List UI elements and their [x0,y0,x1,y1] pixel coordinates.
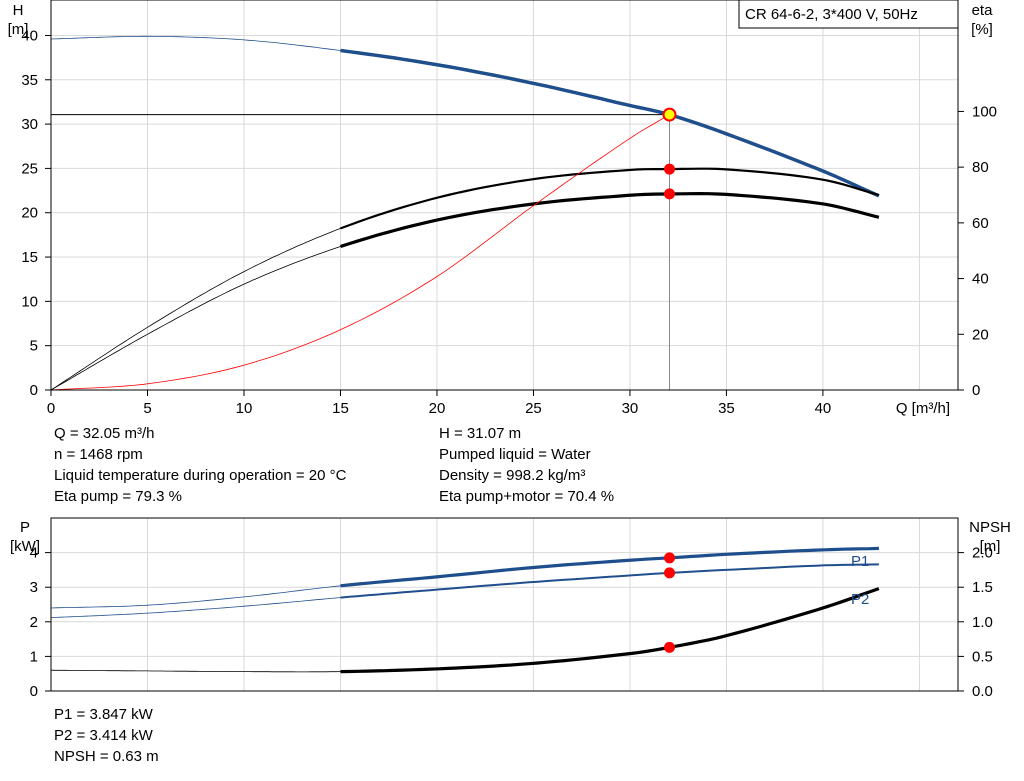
p1-series-label: P1 [851,553,869,570]
p-tick-label: 1 [30,648,38,665]
eta-pump-motor-marker [663,188,675,200]
h-tick-label: 0 [30,382,38,399]
upper-info-left: Q = 32.05 m³/h n = 1468 rpm Liquid tempe… [54,423,346,507]
upper-curves [50,35,880,391]
lower-curves [50,546,880,674]
h-tick-label: 30 [21,116,38,133]
eta-axis-unit: [%] [971,21,993,38]
p-axis-label: P [20,519,30,536]
h-tick-label: 15 [21,249,38,266]
eta-tick-label: 20 [972,326,989,343]
npsh-axis-unit: [m] [980,538,1001,555]
p1-curve-thin [50,585,341,609]
upper-tick-labels: 0 5 10 15 20 25 30 35 40 0 5 10 15 20 25 30 35 40 0 20 40 60 8… [21,27,997,417]
q-axis-label: Q [m³/h] [896,400,950,417]
head-curve-thin [50,35,341,51]
p-tick-label: 2 [30,614,38,631]
h-axis-unit: [m] [8,21,29,38]
eta-pump-motor-curve [340,191,880,249]
h-tick-label: 35 [21,72,38,89]
upper-info-right: H = 31.07 m Pumped liquid = Water Densit… [439,423,614,507]
eta-axis-label: eta [972,2,994,19]
npsh-tick-label: 2.0 [972,545,993,562]
eta-tick-label: 40 [972,271,989,288]
h-tick-label: 25 [21,160,38,177]
h-tick-label: 40 [21,27,38,44]
upper-plot-frame [50,0,959,391]
p1-marker [663,552,675,564]
p-tick-label: 3 [30,579,38,596]
x-tick-label: 35 [718,400,735,417]
h-tick-label: 5 [30,338,38,355]
p2-series-label: P2 [851,591,869,608]
npsh-curve [340,587,880,674]
x-tick-label: 0 [47,400,55,417]
npsh-axis-label: NPSH [969,519,1011,536]
temperature-value: Liquid temperature during operation = 20… [54,467,347,484]
system-curve [50,114,670,391]
npsh-value: NPSH = 0.63 m [54,748,159,765]
upper-axis-labels: H [m] eta [%] Q [m³/h] [8,2,994,417]
eta-tick-label: 0 [972,382,980,399]
eta-pump-value: Eta pump = 79.3 % [54,488,182,505]
lower-axes [50,517,959,692]
p1-curve [340,546,879,588]
h-tick-label: 20 [21,205,38,222]
npsh-tick-label: 0.5 [972,648,993,665]
x-tick-label: 15 [332,400,349,417]
p-axis-unit: [kW] [10,538,40,555]
pump-legend-box: CR 64-6-2, 3*400 V, 50Hz [738,0,959,29]
lower-axis-labels: P [kW] NPSH [m] P1 P2 [10,519,1011,608]
h-tick-label: 10 [21,293,38,310]
head-curve [340,48,880,198]
x-tick-label: 30 [622,400,639,417]
x-tick-label: 20 [429,400,446,417]
flow-value: Q = 32.05 m³/h [54,425,155,442]
p2-value: P2 = 3.414 kW [54,727,153,744]
eta-pump-motor-value: Eta pump+motor = 70.4 % [439,488,615,505]
x-tick-label: 25 [525,400,542,417]
h-axis-label: H [13,2,24,19]
p2-curve-thin [50,597,341,618]
npsh-marker [663,641,675,653]
eta-pump-motor-curve-thin [50,246,341,391]
eta-pump-marker [663,163,675,175]
density-value: Density = 998.2 kg/m³ [439,467,586,484]
upper-grid [50,0,958,391]
eta-tick-label: 60 [972,215,989,232]
upper-axes [50,0,959,391]
lower-tick-labels: 0 1 2 3 4 0.0 0.5 1.0 1.5 2.0 [30,545,993,700]
head-value: H = 31.07 m [439,425,522,442]
p2-curve [340,563,879,599]
p2-marker [663,567,675,579]
pumped-liquid-value: Pumped liquid = Water [439,446,591,463]
p-tick-label: 0 [30,683,38,700]
speed-value: n = 1468 rpm [54,446,143,463]
x-tick-label: 10 [236,400,253,417]
lower-plot-frame [50,517,959,692]
eta-tick-label: 100 [972,103,997,120]
pump-legend-text: CR 64-6-2, 3*400 V, 50Hz [745,6,918,23]
duty-point-marker [662,107,677,122]
npsh-tick-label: 0.0 [972,683,993,700]
eta-pump-curve-thin [50,228,341,391]
lower-info: P1 = 3.847 kW P2 = 3.414 kW NPSH = 0.63 … [54,704,159,767]
x-tick-label: 40 [815,400,832,417]
p1-value: P1 = 3.847 kW [54,706,153,723]
npsh-tick-label: 1.5 [972,579,993,596]
eta-tick-label: 80 [972,159,989,176]
npsh-tick-label: 1.0 [972,614,993,631]
npsh-curve-thin [50,669,341,673]
eta-pump-curve [340,167,880,230]
x-tick-label: 5 [143,400,151,417]
p-tick-label: 4 [30,545,38,562]
